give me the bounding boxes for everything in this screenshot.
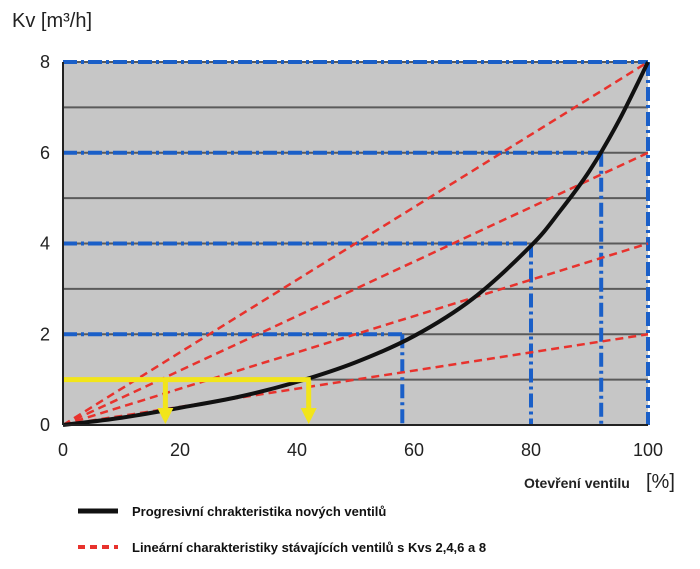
y-tick-label: 8 [40,52,50,72]
axes [62,62,648,426]
x-tick-label: 100 [633,440,663,460]
x-tick-label: 60 [404,440,424,460]
x-tick-label: 0 [58,440,68,460]
highlight-arrow [157,408,174,424]
y-tick-label: 6 [40,143,50,163]
x-tick-label: 20 [170,440,190,460]
blue-guide-lines [63,60,650,425]
x-tick-label: 40 [287,440,307,460]
linear-line-kvs-4 [62,242,649,427]
y-tick-label: 2 [40,324,50,344]
linear-line-kvs-8 [62,60,649,427]
legend-label-progressive: Progresivní chrakteristika nových ventil… [132,504,386,519]
yellow-highlight [63,377,317,424]
y-tick-label: 4 [40,234,50,254]
x-tick-label: 80 [521,440,541,460]
y-axis-label: Kv [m³/h] [12,10,92,32]
legend: Progresivní chrakteristika nových ventil… [78,504,486,555]
progressive-curve [62,61,650,427]
highlight-arrow [300,408,317,424]
x-axis-label: Otevření ventilu [524,475,630,491]
x-axis-unit: [%] [646,471,675,493]
legend-label-linear: Lineární charakteristiky stávajících ven… [132,540,486,555]
y-tick-label: 0 [40,415,50,435]
